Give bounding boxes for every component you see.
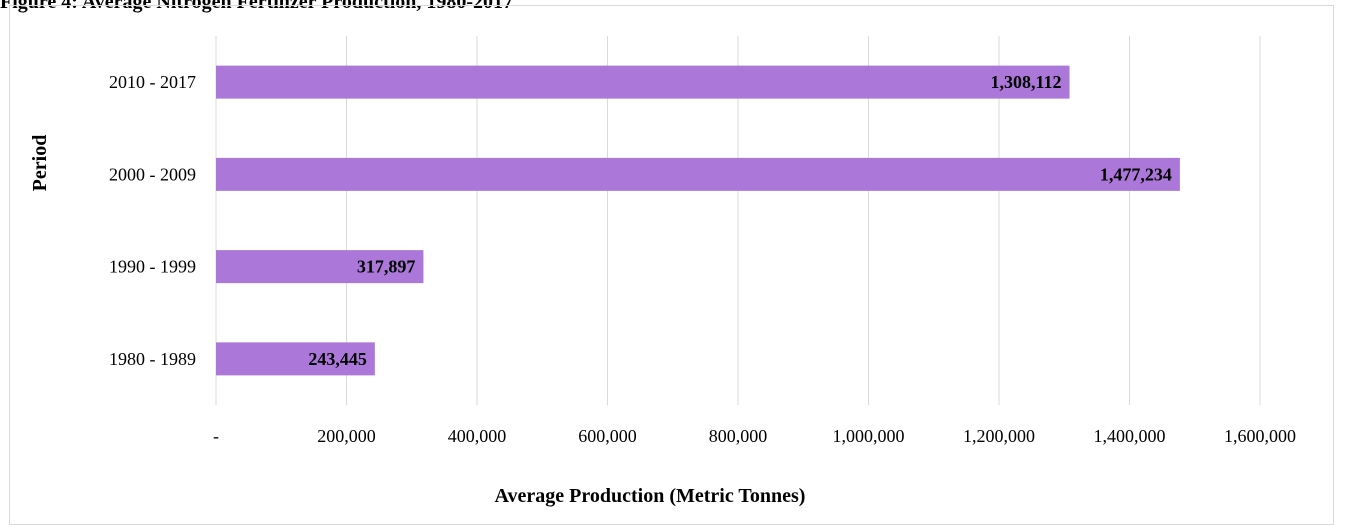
bar	[216, 157, 1180, 191]
y-tick-label: 2010 - 2017	[109, 72, 196, 92]
x-tick-label: 200,000	[317, 426, 376, 446]
y-axis-title: Period	[29, 135, 51, 192]
bar	[216, 342, 375, 376]
x-tick-label: 400,000	[448, 426, 507, 446]
data-labels: 243,445 317,897 1,477,234 1,308,112	[308, 72, 1172, 369]
x-tick-label: 1,000,000	[833, 426, 905, 446]
bar	[216, 65, 1070, 99]
x-tick-label: 1,200,000	[963, 426, 1035, 446]
figure-caption: Figure 4: Average Nitrogen Fertilizer Pr…	[0, 0, 514, 13]
x-tick-label: 1,400,000	[1094, 426, 1166, 446]
data-label: 1,308,112	[991, 72, 1062, 92]
bar	[216, 250, 424, 284]
y-tick-label: 2000 - 2009	[109, 164, 196, 184]
x-tick-label: 1,600,000	[1224, 426, 1296, 446]
data-label: 243,445	[308, 349, 367, 369]
y-tick-labels: 1980 - 1989 1990 - 1999 2000 - 2009 2010 - …	[109, 72, 196, 369]
bars	[216, 65, 1180, 376]
x-tick-labels: - 200,000 400,000 600,000 800,000 1,000,000 1,…	[213, 426, 1296, 446]
data-label: 317,897	[357, 257, 416, 277]
y-tick-label: 1990 - 1999	[109, 257, 196, 277]
x-tick-label: 800,000	[709, 426, 768, 446]
data-label: 1,477,234	[1100, 164, 1172, 184]
x-tick-label: 600,000	[578, 426, 637, 446]
x-tick-label: -	[213, 426, 219, 446]
y-tick-label: 1980 - 1989	[109, 349, 196, 369]
x-axis-title: Average Production (Metric Tonnes)	[495, 485, 806, 507]
